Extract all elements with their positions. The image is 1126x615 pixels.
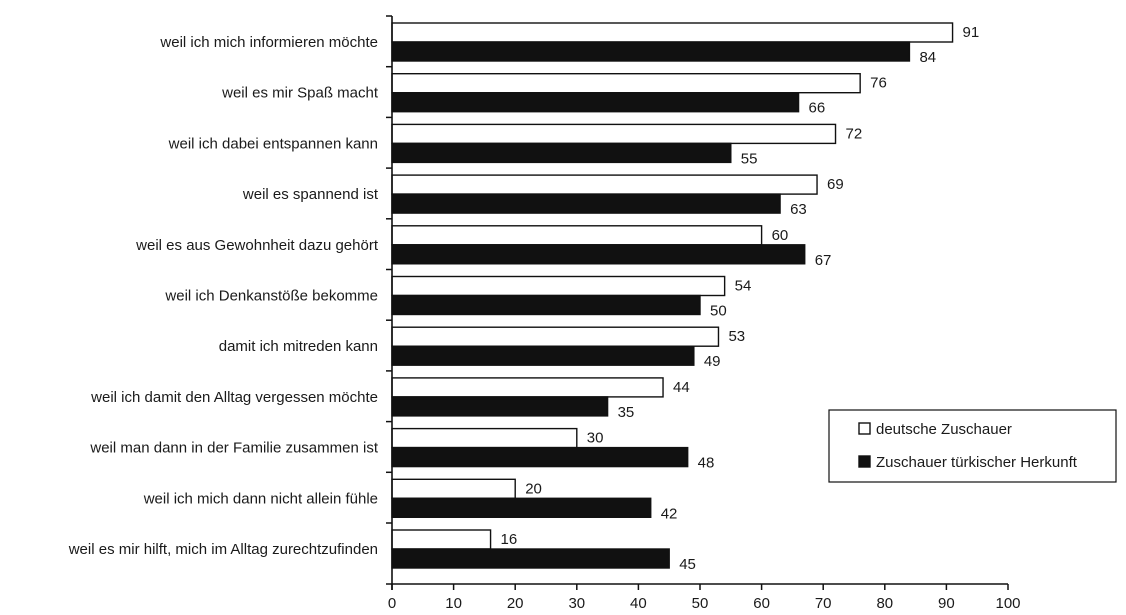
- bar-turkish: [391, 244, 806, 265]
- bar-turkish: [391, 193, 781, 214]
- value-label-german: 54: [735, 278, 752, 295]
- category-label: weil ich mich dann nicht allein fühle: [143, 490, 378, 507]
- bar-german: [391, 174, 818, 195]
- x-tick-labels: 0 10 20 30 40 50 60 70 80 90 100: [388, 595, 1021, 612]
- x-tick-label: 10: [445, 595, 462, 612]
- bar-german: [391, 478, 516, 499]
- value-label-german: 30: [587, 430, 604, 447]
- bar-turkish: [391, 396, 609, 417]
- bar-german: [391, 275, 726, 297]
- category-labels: weil ich mich informieren möchte weil es …: [68, 34, 379, 558]
- bar-german: [391, 225, 763, 246]
- value-label-turkish: 67: [815, 252, 832, 269]
- value-label-turkish: 42: [661, 505, 678, 522]
- x-tick-label: 90: [938, 595, 955, 612]
- bar-german: [391, 72, 861, 94]
- legend-label-german: deutsche Zuschauer: [876, 421, 1012, 438]
- legend-box: [828, 409, 1117, 483]
- value-label-german: 20: [525, 480, 542, 497]
- value-label-turkish: 84: [919, 49, 936, 66]
- x-tick-label: 0: [388, 595, 396, 612]
- bar-german: [391, 377, 664, 398]
- bar-german: [391, 427, 578, 449]
- value-label-turkish: 48: [698, 455, 715, 472]
- bar-turkish: [391, 41, 911, 62]
- value-label-turkish: 66: [809, 100, 826, 117]
- legend-swatch-turkish: [858, 455, 871, 468]
- value-label-german: 60: [772, 227, 789, 244]
- bar-turkish: [391, 294, 701, 316]
- x-tick-label: 70: [815, 595, 832, 612]
- category-label: weil es aus Gewohnheit dazu gehört: [135, 237, 379, 254]
- bar-german: [391, 22, 954, 43]
- legend-label-turkish: Zuschauer türkischer Herkunft: [876, 454, 1078, 471]
- value-label-turkish: 63: [790, 201, 807, 218]
- value-label-german: 72: [846, 125, 863, 142]
- bar-turkish: [391, 91, 800, 113]
- value-label-turkish: 45: [679, 556, 696, 573]
- x-tick-label: 40: [630, 595, 647, 612]
- x-tick-label: 20: [507, 595, 524, 612]
- legend: deutsche Zuschauer Zuschauer türkischer …: [828, 409, 1117, 483]
- bar-turkish: [391, 497, 652, 518]
- bar-german: [391, 123, 837, 145]
- x-tick-label: 80: [876, 595, 893, 612]
- value-label-german: 91: [963, 24, 980, 41]
- x-tick-label: 30: [568, 595, 585, 612]
- x-tick-label: 60: [753, 595, 770, 612]
- value-label-german: 69: [827, 176, 844, 193]
- x-tick-label: 50: [692, 595, 709, 612]
- value-label-german: 76: [870, 75, 887, 92]
- category-label: weil ich dabei entspannen kann: [168, 135, 378, 152]
- value-label-turkish: 49: [704, 353, 721, 370]
- category-label: weil ich mich informieren möchte: [159, 34, 378, 51]
- value-label-turkish: 50: [710, 303, 727, 320]
- bars-group: [391, 22, 954, 569]
- value-label-turkish: 55: [741, 150, 758, 167]
- bar-turkish: [391, 142, 732, 164]
- legend-swatch-german: [858, 422, 871, 435]
- category-label: damit ich mitreden kann: [219, 338, 378, 355]
- bar-turkish: [391, 446, 689, 468]
- value-label-german: 44: [673, 379, 690, 396]
- bar-german: [391, 326, 720, 347]
- axes: [386, 15, 1009, 590]
- x-tick-label: 100: [995, 595, 1020, 612]
- category-label: weil ich damit den Alltag vergessen möch…: [90, 389, 378, 406]
- bar-german: [391, 529, 492, 550]
- bar-turkish: [391, 548, 670, 569]
- category-label: weil ich Denkanstöße bekomme: [164, 288, 378, 305]
- value-label-german: 16: [501, 531, 518, 548]
- category-label: weil es mir Spaß macht: [221, 85, 379, 102]
- value-label-german: 53: [728, 328, 745, 345]
- value-label-turkish: 35: [618, 404, 635, 421]
- bar-turkish: [391, 345, 695, 366]
- category-label: weil es spannend ist: [242, 186, 379, 203]
- category-label: weil man dann in der Familie zusammen is…: [89, 440, 378, 457]
- category-label: weil es mir hilft, mich im Alltag zurech…: [68, 541, 378, 558]
